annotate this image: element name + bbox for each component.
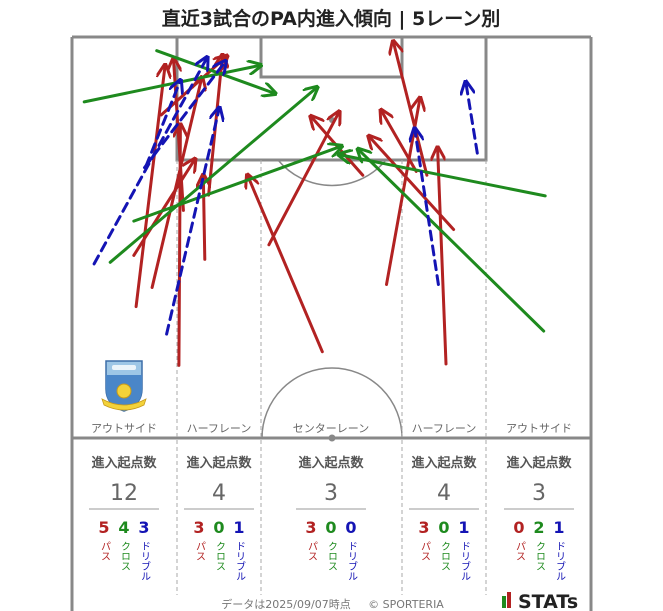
lane-stats-pass-count: 5 [98, 518, 109, 537]
pass-arrow-1 [134, 65, 165, 309]
pass-arrow-11 [311, 116, 365, 177]
cross-arrow-20 [132, 146, 342, 223]
pass-arrow-14 [393, 42, 429, 177]
lane-stats-cross-label: クロス [214, 541, 225, 571]
lane-stats-header: 進入起点数 [506, 455, 572, 471]
cross-arrow-22 [358, 149, 546, 333]
cross-arrow-21 [339, 155, 547, 198]
lane-stats-cross-label: クロス [119, 541, 130, 571]
lane-stats-outside-right: 進入起点数 3 0 2 1 パス クロス ドリブル [504, 455, 574, 581]
footer-date: データは2025/09/07時点 [221, 597, 350, 611]
dribble-arrow-25 [144, 81, 180, 168]
lane-stats-dribble-count: 0 [345, 518, 356, 537]
lane-stats-header: 進入起点数 [411, 455, 477, 471]
dribble-arrow-26 [165, 108, 220, 336]
dribble-arrow-28 [466, 82, 479, 155]
pass-arrow-2 [150, 78, 202, 289]
lane-stats-dribble-count: 1 [458, 518, 469, 537]
lane-stats-cross-count: 2 [533, 518, 544, 537]
footer-credit: © SPORTERIA [368, 598, 444, 611]
dribble-arrow-24 [143, 61, 226, 170]
lane-stats-cross-label: クロス [439, 541, 450, 571]
lane-label-halfspace-left: ハーフレーン [187, 422, 252, 435]
lane-stats-total: 12 [110, 481, 138, 506]
brand-logo: STATs [518, 591, 578, 611]
lane-stats-cross-label: クロス [534, 541, 545, 571]
lane-stats-pass-label: パス [514, 541, 526, 561]
cross-arrow-17 [82, 65, 260, 104]
lane-stats-cross-label: クロス [326, 541, 337, 571]
lane-labels: アウトサイド ハーフレーン センターレーン ハーフレーン アウトサイド [91, 422, 572, 435]
penalty-arc [277, 159, 387, 187]
lane-stats-dribble-label: ドリブル [459, 541, 471, 581]
lane-stats-pass-count: 3 [193, 518, 204, 537]
dribble-arrow-23 [92, 58, 207, 266]
entry-arrows [82, 42, 547, 367]
center-spot [328, 434, 336, 442]
lane-stats-pass-count: 0 [513, 518, 524, 537]
lane-label-center: センターレーン [293, 422, 369, 435]
lane-stats-dribble-label: ドリブル [234, 541, 246, 581]
lane-stats-dribble-count: 3 [138, 518, 149, 537]
pass-arrow-16 [438, 148, 448, 366]
lane-stats-pass-count: 3 [418, 518, 429, 537]
center-circle [261, 367, 403, 439]
lane-stats-halfspace-left: 進入起点数 4 3 0 1 パス クロス ドリブル [184, 455, 254, 581]
lane-stats-cross-count: 0 [438, 518, 449, 537]
lane-label-halfspace-right: ハーフレーン [412, 422, 477, 435]
lane-stats-total: 4 [212, 481, 226, 506]
pass-arrow-7 [203, 175, 205, 261]
lane-dividers [176, 160, 487, 595]
stats-logo-icon [502, 592, 511, 608]
lane-stats-pass-label: パス [99, 541, 111, 561]
lane-stats-header: 進入起点数 [91, 455, 157, 471]
lane-label-outside-left: アウトサイド [91, 422, 157, 435]
lane-stats-dribble-label: ドリブル [346, 541, 358, 581]
lane-stats-total: 3 [324, 481, 338, 506]
pass-arrow-3 [132, 159, 195, 257]
lane-stats-cross-count: 4 [118, 518, 129, 537]
lane-stats-center: 進入起点数 3 3 0 0 パス クロス ドリブル [296, 455, 366, 581]
lane-stats-dribble-label: ドリブル [139, 541, 151, 581]
lane-stats-dribble-count: 1 [553, 518, 564, 537]
pass-arrow-9 [267, 112, 339, 247]
chart-title: 直近3試合のPA内進入傾向 | 5レーン別 [162, 7, 501, 30]
lane-stats-total: 3 [532, 481, 546, 506]
lane-label-outside-right: アウトサイド [506, 422, 572, 435]
pass-arrow-15 [381, 110, 418, 173]
lane-stats-cross-count: 0 [213, 518, 224, 537]
lane-stats-header: 進入起点数 [298, 455, 364, 471]
cross-arrow-19 [108, 87, 317, 264]
lane-stats-pass-label: パス [419, 541, 431, 561]
team-crest-logo [101, 360, 147, 412]
lane-stats-cross-count: 0 [325, 518, 336, 537]
pass-arrow-10 [248, 175, 324, 354]
pass-arrow-6 [179, 125, 181, 367]
lane-stats-total: 4 [437, 481, 451, 506]
goal-area [259, 37, 404, 79]
lane-stats-dribble-count: 1 [233, 518, 244, 537]
lane-stats-pass-count: 3 [305, 518, 316, 537]
lane-stats-halfspace-right: 進入起点数 4 3 0 1 パス クロス ドリブル [409, 455, 479, 581]
lane-stats-pass-label: パス [194, 541, 206, 561]
lane-stats-header: 進入起点数 [186, 455, 252, 471]
lane-stats-outside-left: 進入起点数 12 5 4 3 パス クロス ドリブル [89, 455, 159, 581]
lane-stats-dribble-label: ドリブル [554, 541, 566, 581]
dribble-arrow-27 [415, 129, 440, 286]
lane-stats-pass-label: パス [306, 541, 318, 561]
